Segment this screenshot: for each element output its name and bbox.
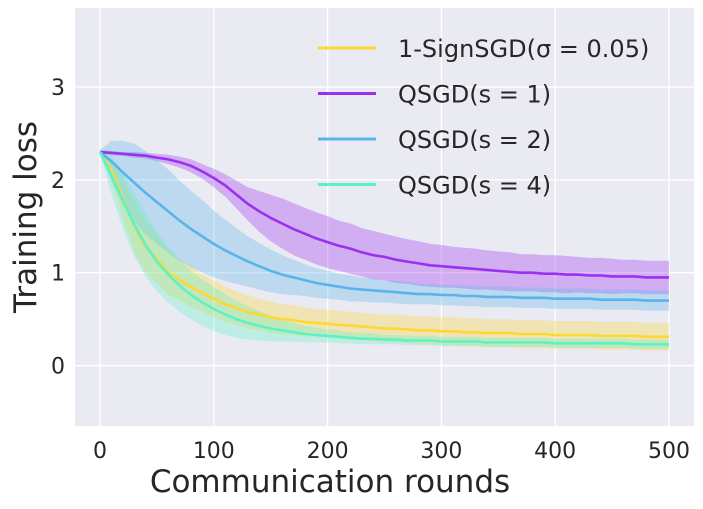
series-line [98,151,669,346]
variance-band [100,150,669,295]
x-tick-label: 0 [93,439,107,464]
x-tick-labels: 0 100 200 300 400 500 [93,439,690,464]
x-tick-label: 500 [648,439,690,464]
series-line [99,150,669,279]
variance-band [100,140,669,311]
variance-band [100,150,669,351]
variance-bands [100,140,669,351]
y-tick-label: 2 [51,169,65,194]
series-lines [98,150,669,346]
y-tick-label: 0 [51,355,65,380]
legend-label: QSGD(s = 4) [398,172,551,200]
x-tick-label: 400 [534,439,576,464]
x-axis-label: Communication rounds [150,464,510,500]
x-tick-label: 100 [193,439,235,464]
grid-lines [75,8,694,426]
x-tick-label: 300 [420,439,462,464]
legend-label: QSGD(s = 1) [398,81,551,109]
y-tick-labels: 0 1 2 3 [51,76,65,380]
y-axis-label: Training loss [8,121,44,314]
legend-label: QSGD(s = 2) [398,126,551,154]
y-tick-label: 1 [51,262,65,287]
legend: 1-SignSGD(σ = 0.05) QSGD(s = 1) QSGD(s = 2… [318,35,649,200]
x-tick-label: 200 [307,439,349,464]
y-tick-label: 3 [51,76,65,101]
plot-background [75,8,694,426]
legend-label: 1-SignSGD(σ = 0.05) [398,35,649,63]
series-line [98,151,669,339]
series-line [99,150,669,302]
